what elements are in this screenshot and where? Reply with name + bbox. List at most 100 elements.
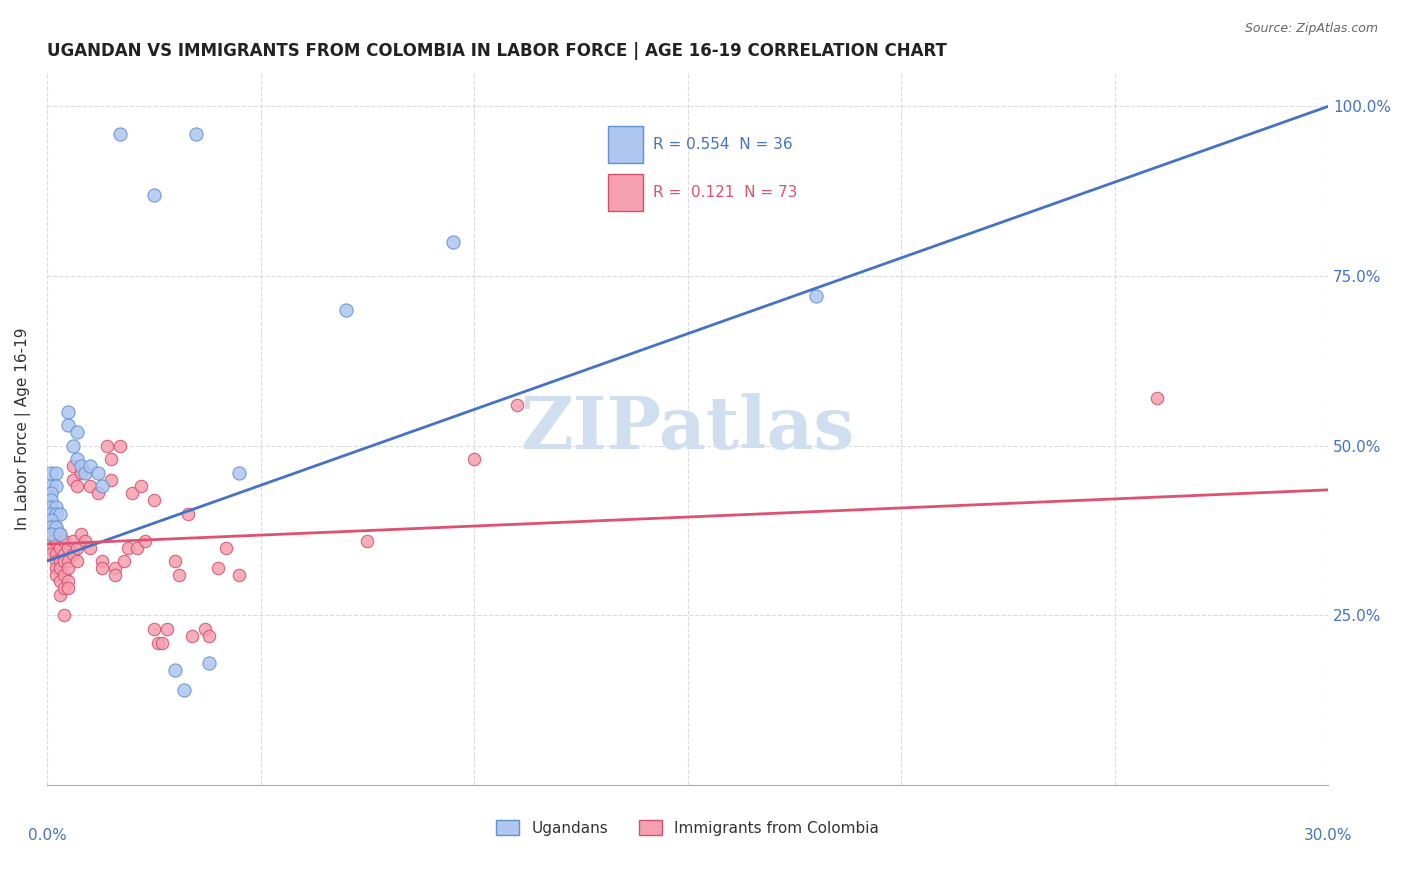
Point [44,507,66,521]
Point [335,303,357,318]
Text: 0.0%: 0.0% [28,828,66,843]
Point [49,574,72,589]
Text: Source: ZipAtlas.com: Source: ZipAtlas.com [1244,22,1378,36]
Point [53,608,76,623]
Point [91,561,114,575]
Point [75,466,97,480]
Point [53,547,76,561]
Point [198,629,221,643]
Point [356,533,378,548]
Point [228,567,250,582]
Point [39,527,62,541]
Point [58,561,80,575]
Point [228,466,250,480]
Point [186,127,208,141]
Point [58,541,80,555]
Text: UGANDAN VS IMMIGRANTS FROM COLOMBIA IN LABOR FORCE | AGE 16-19 CORRELATION CHART: UGANDAN VS IMMIGRANTS FROM COLOMBIA IN L… [46,42,946,60]
Point [108,127,131,141]
Point [142,622,165,636]
Point [104,567,127,582]
Point [44,533,66,548]
Point [44,567,66,582]
Point [39,507,62,521]
Point [100,452,122,467]
Point [62,533,84,548]
Point [1146,391,1168,405]
Point [87,466,110,480]
Point [39,493,62,508]
Point [66,554,89,568]
Point [79,459,101,474]
Point [79,541,101,555]
Point [39,513,62,527]
Point [66,452,89,467]
Point [104,561,127,575]
Point [66,541,89,555]
Text: 30.0%: 30.0% [1303,828,1353,843]
Point [44,547,66,561]
Point [70,466,93,480]
Point [142,187,165,202]
Point [169,567,191,582]
Point [62,459,84,474]
Text: ZIPatlas: ZIPatlas [520,393,855,464]
Point [173,683,195,698]
Point [49,588,72,602]
Point [134,533,156,548]
Point [53,567,76,582]
Point [506,398,529,412]
Point [39,541,62,555]
Point [66,425,89,439]
Point [62,439,84,453]
Point [49,527,72,541]
Point [39,466,62,480]
Point [44,500,66,514]
Point [44,561,66,575]
Point [70,459,93,474]
Y-axis label: In Labor Force | Age 16-19: In Labor Force | Age 16-19 [15,327,31,530]
Point [100,473,122,487]
Point [142,493,165,508]
Point [108,439,131,453]
Point [58,405,80,419]
Point [39,500,62,514]
Point [39,479,62,493]
Point [804,289,827,303]
Point [181,629,204,643]
Point [165,663,187,677]
Point [58,581,80,595]
Point [53,533,76,548]
Point [87,486,110,500]
Point [39,486,62,500]
Point [39,533,62,548]
Point [441,235,464,249]
Point [44,466,66,480]
Point [44,520,66,534]
Point [58,554,80,568]
Point [49,507,72,521]
Point [129,479,152,493]
Point [198,656,221,670]
Point [150,635,173,649]
Point [79,479,101,493]
Point [117,541,139,555]
Point [125,541,148,555]
Point [66,479,89,493]
Point [49,541,72,555]
Point [146,635,169,649]
Point [53,581,76,595]
Point [62,547,84,561]
Point [91,479,114,493]
Point [44,554,66,568]
Point [44,479,66,493]
Point [207,561,229,575]
Point [39,547,62,561]
Point [75,533,97,548]
Point [58,574,80,589]
Point [165,554,187,568]
Point [112,554,135,568]
Point [62,473,84,487]
Point [39,520,62,534]
Point [463,452,485,467]
Point [177,507,200,521]
